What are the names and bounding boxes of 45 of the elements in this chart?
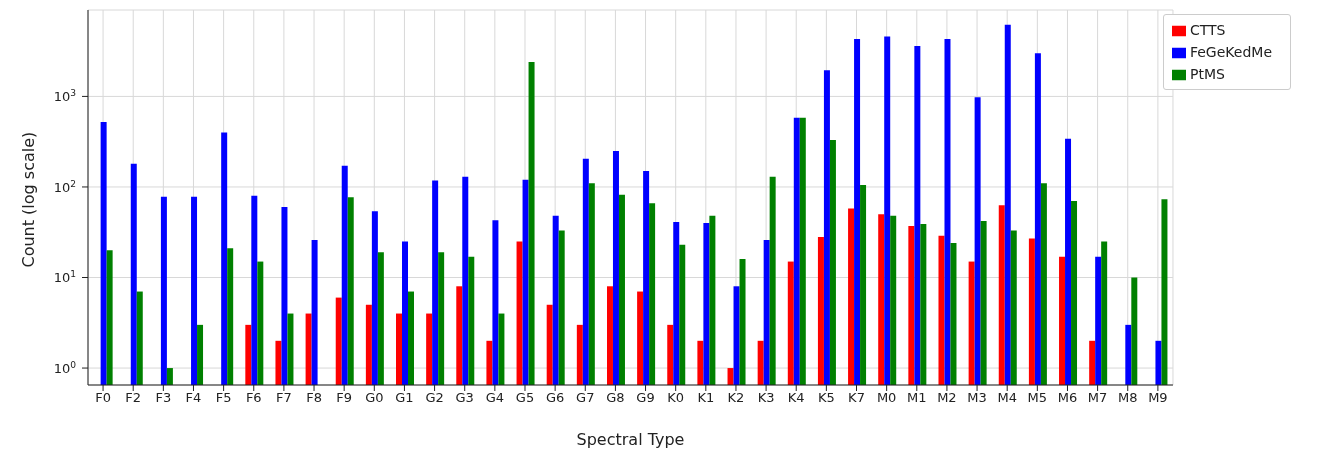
y-axis-title: Count (log scale) <box>18 131 38 268</box>
x-tick-label: M0 <box>876 390 897 406</box>
x-tick-label: M3 <box>967 390 987 406</box>
x-tick-label: F4 <box>185 390 202 406</box>
legend-label: PtMS <box>1189 66 1225 82</box>
x-tick-label: F3 <box>155 390 172 406</box>
x-tick-label: M2 <box>937 390 957 406</box>
y-tick-label: 10$^{3}$ <box>53 87 77 104</box>
x-tick-label: G6 <box>545 390 565 406</box>
x-tick-label: G1 <box>395 390 414 406</box>
x-tick-label: M1 <box>907 390 927 406</box>
x-tick-label: G5 <box>515 390 535 406</box>
x-tick-label: G2 <box>425 390 444 406</box>
legend-label: CTTS <box>1189 22 1226 38</box>
x-tick-label: M8 <box>1118 390 1138 406</box>
x-tick-label: M4 <box>997 390 1017 406</box>
x-tick-label: F8 <box>306 390 322 406</box>
y-tick-label: 10$^{2}$ <box>53 178 76 195</box>
x-tick-label: F6 <box>245 390 262 406</box>
x-tick-label: K1 <box>697 390 715 406</box>
x-tick-label: K3 <box>757 390 775 406</box>
x-tick-label: G8 <box>606 390 625 406</box>
x-tick-label: K5 <box>817 390 835 406</box>
x-tick-label: G7 <box>576 390 595 406</box>
x-axis-title: Spectral Type <box>576 430 685 449</box>
x-tick-label: F0 <box>95 390 111 406</box>
x-tick-label: M5 <box>1027 390 1048 406</box>
x-tick-label: G3 <box>455 390 474 406</box>
y-tick-label: 10$^{1}$ <box>53 269 76 286</box>
y-tick-label: 10$^{0}$ <box>53 359 77 376</box>
x-tick-label: K0 <box>667 390 685 406</box>
x-tick-label: F9 <box>336 390 353 406</box>
x-tick-label: M9 <box>1148 390 1168 406</box>
x-tick-label: M7 <box>1087 390 1108 406</box>
x-tick-label: K4 <box>787 390 805 406</box>
x-tick-label: M6 <box>1057 390 1078 406</box>
x-tick-label: F5 <box>215 390 232 406</box>
legend-label: FeGeKedMe <box>1189 44 1272 60</box>
x-tick-label: F2 <box>125 390 142 406</box>
x-tick-label: F7 <box>276 390 292 406</box>
x-tick-label: G0 <box>365 390 384 406</box>
x-tick-label: G4 <box>485 390 505 406</box>
x-tick-label: G9 <box>636 390 655 406</box>
x-tick-label: K7 <box>848 390 865 406</box>
x-tick-label: K2 <box>727 390 745 406</box>
